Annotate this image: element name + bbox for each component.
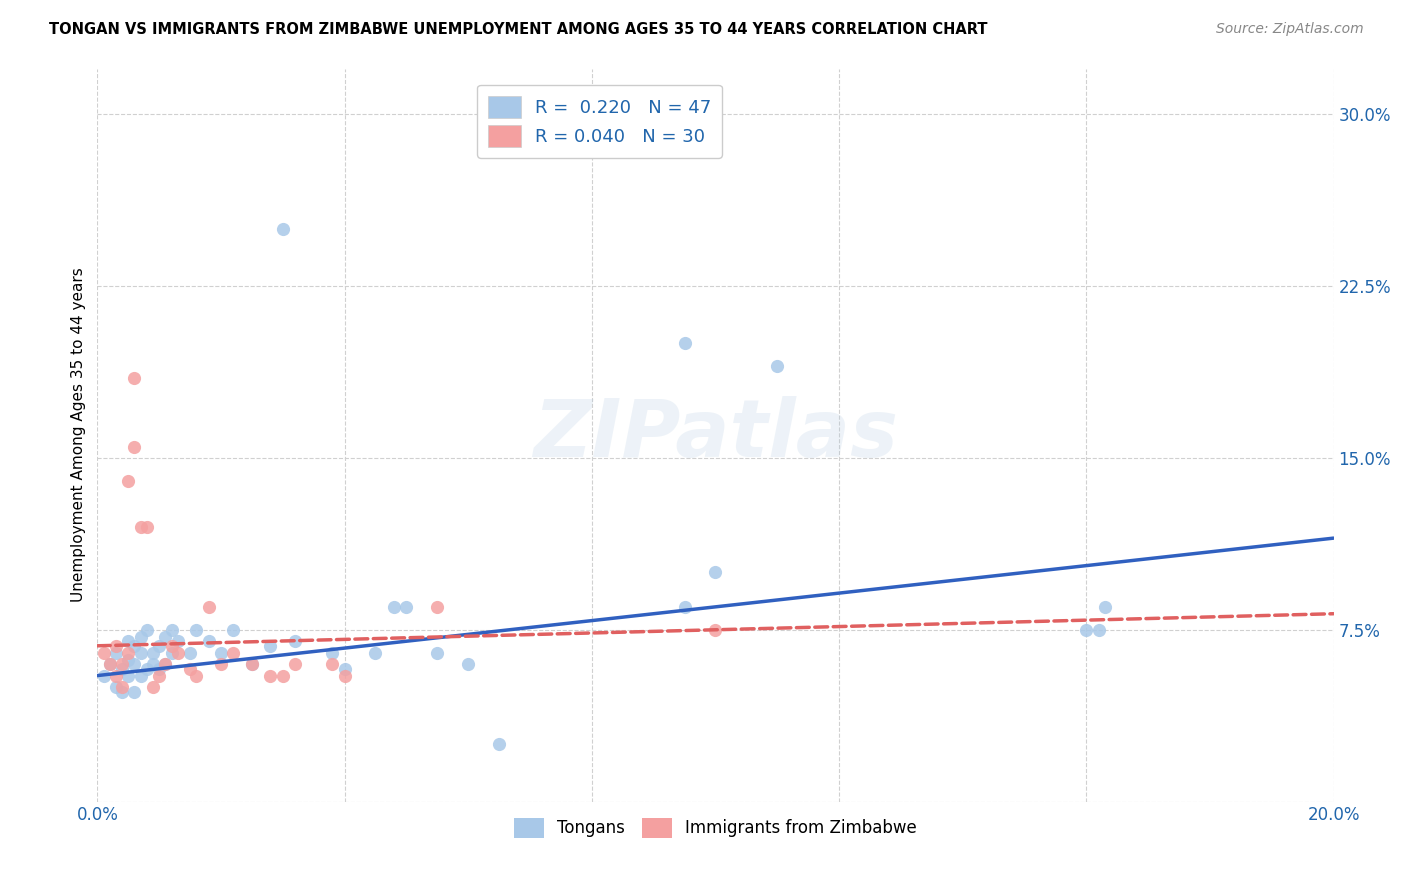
Point [166,646,188,660]
Point [142,657,165,672]
Point [135,519,157,533]
Point [197,634,219,648]
Point [148,662,170,676]
Point [271,668,294,682]
Point [98,657,121,672]
Point [704,623,727,637]
Point [93,646,115,660]
Point [704,566,727,580]
Point [259,639,281,653]
Point [117,652,139,666]
Point [104,668,127,682]
Legend: Tongans, Immigrants from Zimbabwe: Tongans, Immigrants from Zimbabwe [508,811,924,845]
Point [382,599,405,614]
Point [321,657,343,672]
Point [104,680,127,694]
Point [222,646,245,660]
Point [117,646,139,660]
Point [129,519,152,533]
Point [98,657,121,672]
Point [104,646,127,660]
Point [1076,623,1098,637]
Point [124,657,146,672]
Point [129,630,152,644]
Point [426,599,449,614]
Point [148,668,170,682]
Point [160,639,183,653]
Point [284,634,307,648]
Point [155,657,177,672]
Point [93,668,115,682]
Point [364,646,387,660]
Text: Source: ZipAtlas.com: Source: ZipAtlas.com [1216,22,1364,37]
Text: TONGAN VS IMMIGRANTS FROM ZIMBABWE UNEMPLOYMENT AMONG AGES 35 TO 44 YEARS CORREL: TONGAN VS IMMIGRANTS FROM ZIMBABWE UNEMP… [49,22,987,37]
Point [186,668,208,682]
Point [142,646,165,660]
Point [160,623,183,637]
Point [333,668,356,682]
Point [673,336,696,351]
Point [117,474,139,488]
Point [166,634,188,648]
Point [1087,623,1109,637]
Point [124,639,146,653]
Point [117,668,139,682]
Point [209,657,232,672]
Point [426,646,449,660]
Point [124,684,146,698]
Point [135,623,157,637]
Point [321,646,343,660]
Point [186,623,208,637]
Point [222,623,245,637]
Point [129,668,152,682]
Text: ZIPatlas: ZIPatlas [533,396,898,474]
Point [1094,599,1116,614]
Point [488,737,510,751]
Point [457,657,479,672]
Point [160,646,183,660]
Point [111,684,134,698]
Point [129,646,152,660]
Point [259,668,281,682]
Point [117,634,139,648]
Point [395,599,418,614]
Point [179,662,201,676]
Y-axis label: Unemployment Among Ages 35 to 44 years: Unemployment Among Ages 35 to 44 years [72,268,86,602]
Point [155,657,177,672]
Point [142,680,165,694]
Point [124,371,146,385]
Point [240,657,263,672]
Point [197,599,219,614]
Point [104,639,127,653]
Point [333,662,356,676]
Point [284,657,307,672]
Point [766,359,789,374]
Point [673,599,696,614]
Point [240,657,263,672]
Point [111,662,134,676]
Point [209,646,232,660]
Point [111,680,134,694]
Point [271,222,294,236]
Point [111,657,134,672]
Point [124,440,146,454]
Point [155,630,177,644]
Point [135,662,157,676]
Point [148,639,170,653]
Point [179,646,201,660]
